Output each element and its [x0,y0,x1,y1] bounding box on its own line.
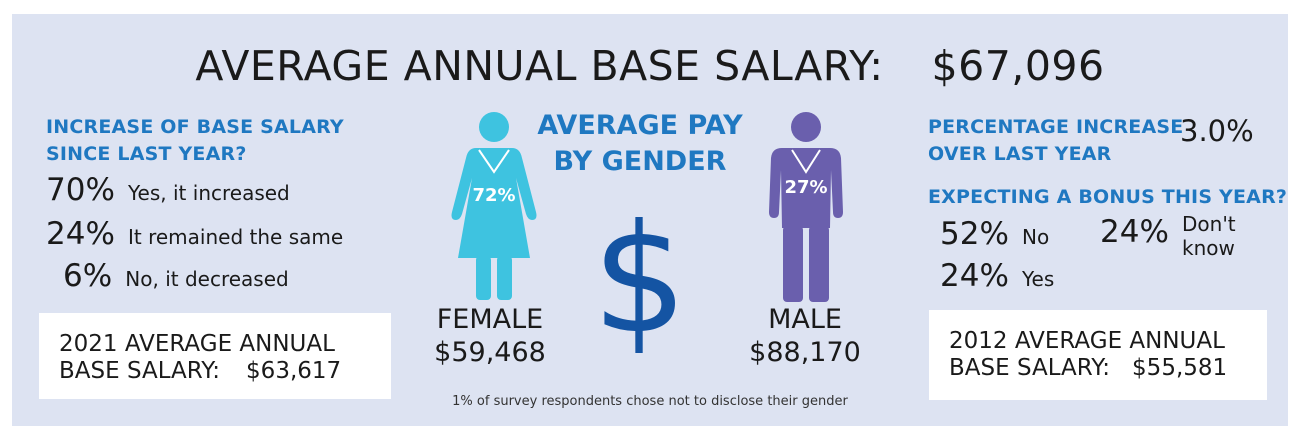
salary-2021-label: BASE SALARY: [59,358,221,384]
bonus-yes-pct: 24% [940,258,1009,294]
bonus-yes-label: Yes [1022,267,1055,291]
salary-2012-label: BASE SALARY: [949,355,1111,381]
increase-yes-label: Yes, it increased [128,181,290,205]
title-value: $67,096 [931,42,1105,90]
page-title: AVERAGE ANNUAL BASE SALARY: $67,096 [0,42,1300,90]
bonus-row-no: 52% No [940,216,1049,252]
bonus-dont-know-label: Don't know [1182,212,1236,260]
bonus-row-yes: 24% Yes [940,258,1054,294]
male-salary: $88,170 [749,337,861,368]
percentage-increase-heading-line2: OVER LAST YEAR [928,143,1112,165]
salary-2012-value: $55,581 [1132,355,1228,381]
pay-by-gender-heading: AVERAGE PAY BY GENDER [520,108,760,180]
male-label: MALE [768,304,842,335]
male-label-block: MALE $88,170 [735,303,875,369]
bonus-row-dont-know: 24% Don't know [1100,212,1236,260]
bonus-dont-know-label-line1: Don't [1182,212,1236,236]
salary-increase-heading: INCREASE OF BASE SALARY SINCE LAST YEAR? [46,114,344,168]
salary-2021-title: 2021 AVERAGE ANNUAL [59,331,335,357]
gender-footnote: 1% of survey respondents chose not to di… [452,394,848,409]
salary-increase-heading-line1: INCREASE OF BASE SALARY [46,116,344,138]
salary-2021-box: 2021 AVERAGE ANNUAL BASE SALARY: $63,617 [39,313,391,399]
dollar-icon: $ [592,193,688,367]
increase-row-decreased: 6% No, it decreased [63,258,289,294]
male-figure-icon [769,112,843,302]
pay-by-gender-heading-line2: BY GENDER [553,146,727,177]
female-salary: $59,468 [434,337,546,368]
bonus-dont-know-label-line2: know [1182,236,1235,260]
female-label: FEMALE [436,304,544,335]
increase-row-same: 24% It remained the same [46,216,343,252]
bonus-no-pct: 52% [940,216,1009,252]
bonus-dont-know-pct: 24% [1100,214,1169,250]
salary-2012-box: 2012 AVERAGE ANNUAL BASE SALARY: $55,581 [929,310,1267,400]
salary-increase-heading-line2: SINCE LAST YEAR? [46,143,247,165]
female-label-block: FEMALE $59,468 [420,303,560,369]
female-figure-icon [451,112,537,300]
title-label: AVERAGE ANNUAL BASE SALARY: [195,42,884,90]
percentage-increase-heading: PERCENTAGE INCREASE OVER LAST YEAR [928,114,1183,168]
salary-2012-title: 2012 AVERAGE ANNUAL [949,328,1225,354]
bonus-no-label: No [1022,225,1050,249]
salary-2021-value: $63,617 [246,358,342,384]
increase-yes-pct: 70% [46,172,115,208]
increase-decreased-pct: 6% [63,258,113,294]
pay-by-gender-heading-line1: AVERAGE PAY [537,110,743,141]
male-pct: 27% [784,177,828,198]
percentage-increase-value: 3.0% [1180,114,1254,148]
bonus-heading: EXPECTING A BONUS THIS YEAR? [928,186,1288,208]
increase-same-pct: 24% [46,216,115,252]
percentage-increase-heading-line1: PERCENTAGE INCREASE [928,116,1184,138]
increase-decreased-label: No, it decreased [125,267,289,291]
increase-same-label: It remained the same [128,225,344,249]
female-pct: 72% [472,185,516,206]
increase-row-yes: 70% Yes, it increased [46,172,290,208]
